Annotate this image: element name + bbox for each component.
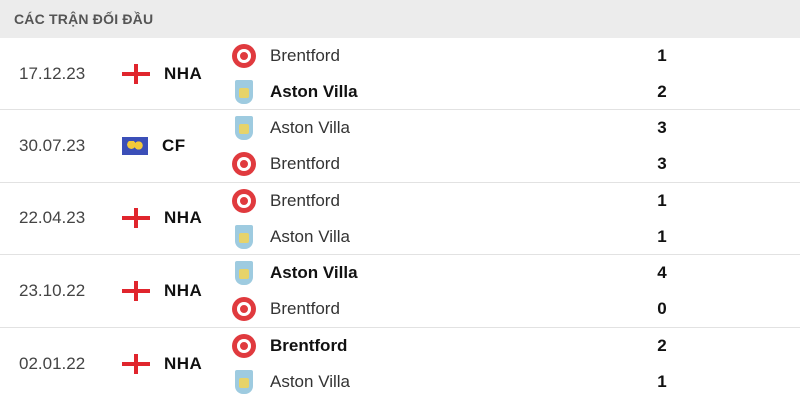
match-row[interactable]: 22.04.23 NHA Brentford 1 Aston Villa 1 (0, 183, 800, 256)
team-score: 3 (657, 118, 667, 138)
match-date: 23.10.22 (19, 280, 86, 300)
team-name: Aston Villa (270, 82, 358, 101)
team-line-away[interactable]: Brentford 0 (232, 291, 672, 327)
brentford-badge-icon (232, 152, 256, 177)
team-name: Brentford (270, 154, 340, 174)
team-score: 1 (657, 226, 667, 246)
team-score: 2 (657, 82, 667, 101)
match-date: 22.04.23 (19, 208, 86, 228)
team-line-home[interactable]: Aston Villa 4 (232, 255, 672, 291)
competition-name: NHA (164, 280, 203, 300)
brentford-badge-icon (232, 333, 256, 358)
match-row[interactable]: 17.12.23 NHA Brentford 1 Aston Villa 2 (0, 38, 800, 111)
match-row[interactable]: 02.01.22 NHA Brentford 2 Aston Villa 1 (0, 328, 800, 400)
brentford-badge-icon (232, 44, 256, 68)
team-line-away[interactable]: Aston Villa 1 (232, 364, 672, 400)
brentford-badge-icon (232, 188, 256, 213)
team-line-away[interactable]: Aston Villa 2 (232, 74, 672, 110)
team-score: 0 (657, 299, 667, 319)
match-list: 17.12.23 NHA Brentford 1 Aston Villa 2 3… (0, 38, 800, 400)
team-name: Aston Villa (270, 263, 358, 283)
aston-villa-badge-icon (232, 224, 256, 249)
competition: NHA (122, 183, 202, 254)
team-name: Aston Villa (270, 371, 351, 391)
team-score: 4 (657, 263, 667, 283)
match-row[interactable]: 23.10.22 NHA Aston Villa 4 Brentford 0 (0, 255, 800, 328)
match-row[interactable]: 30.07.23 CF Aston Villa 3 Brentford 3 (0, 110, 800, 183)
section-header: CÁC TRẬN ĐỐI ĐẦU (0, 0, 800, 38)
aston-villa-badge-icon (232, 80, 256, 104)
team-name: Brentford (270, 190, 340, 210)
team-name: Brentford (270, 335, 348, 355)
aston-villa-badge-icon (232, 369, 256, 394)
team-name: Aston Villa (270, 226, 351, 246)
aston-villa-badge-icon (232, 261, 256, 286)
team-score: 3 (657, 154, 667, 174)
team-score: 1 (657, 371, 667, 391)
match-date: 17.12.23 (19, 63, 86, 83)
england-flag-icon (122, 280, 150, 301)
england-flag-icon (122, 353, 150, 374)
team-name: Brentford (270, 46, 340, 65)
competition: NHA (122, 328, 202, 400)
team-name: Aston Villa (270, 118, 351, 138)
competition-name: NHA (164, 208, 203, 228)
team-line-home[interactable]: Brentford 1 (232, 183, 672, 219)
team-line-home[interactable]: Aston Villa 3 (232, 110, 672, 146)
team-score: 2 (657, 335, 667, 355)
world-flag-icon (122, 137, 148, 156)
team-score: 1 (657, 46, 667, 65)
competition-name: NHA (164, 63, 203, 83)
section-title: CÁC TRẬN ĐỐI ĐẦU (14, 11, 154, 27)
competition: NHA (122, 255, 202, 326)
team-line-home[interactable]: Brentford 2 (232, 328, 672, 364)
team-line-away[interactable]: Brentford 3 (232, 146, 672, 182)
competition-name: NHA (164, 353, 203, 373)
aston-villa-badge-icon (232, 116, 256, 141)
england-flag-icon (122, 208, 150, 229)
team-score: 1 (657, 190, 667, 210)
competition: NHA (122, 38, 202, 109)
england-flag-icon (122, 63, 150, 84)
match-date: 30.07.23 (19, 136, 86, 156)
brentford-badge-icon (232, 297, 256, 322)
competition: CF (122, 110, 186, 181)
match-date: 02.01.22 (19, 353, 86, 373)
team-line-away[interactable]: Aston Villa 1 (232, 219, 672, 255)
team-line-home[interactable]: Brentford 1 (232, 38, 672, 74)
team-name: Brentford (270, 299, 340, 319)
competition-name: CF (162, 136, 186, 156)
